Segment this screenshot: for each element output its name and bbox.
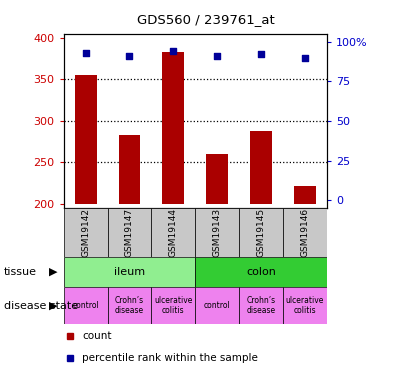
Text: control: control: [72, 301, 99, 310]
Bar: [64, 257, 195, 287]
Bar: [64, 208, 108, 257]
Bar: [108, 287, 151, 324]
Text: colon: colon: [246, 267, 276, 277]
Text: disease state: disease state: [4, 301, 78, 310]
Text: ▶: ▶: [49, 267, 58, 277]
Point: [214, 53, 220, 59]
Text: GSM19144: GSM19144: [169, 208, 178, 257]
Bar: [118, 135, 141, 204]
Text: GSM19146: GSM19146: [300, 208, 309, 257]
Point: [302, 54, 308, 60]
Text: tissue: tissue: [4, 267, 37, 277]
Bar: [283, 208, 327, 257]
Bar: [75, 75, 97, 204]
Bar: [195, 257, 327, 287]
Point: [82, 50, 89, 56]
Bar: [294, 186, 316, 204]
Bar: [195, 287, 239, 324]
Bar: [239, 287, 283, 324]
Text: count: count: [82, 331, 112, 340]
Bar: [195, 208, 239, 257]
Text: GSM19142: GSM19142: [81, 208, 90, 257]
Text: GSM19143: GSM19143: [212, 208, 222, 257]
Bar: [108, 208, 151, 257]
Point: [170, 48, 177, 54]
Bar: [151, 208, 195, 257]
Text: ▶: ▶: [49, 301, 58, 310]
Text: ulcerative
colitis: ulcerative colitis: [154, 296, 192, 315]
Text: percentile rank within the sample: percentile rank within the sample: [82, 353, 258, 363]
Text: GDS560 / 239761_at: GDS560 / 239761_at: [136, 13, 275, 26]
Bar: [206, 154, 228, 204]
Bar: [64, 287, 108, 324]
Bar: [151, 287, 195, 324]
Bar: [283, 287, 327, 324]
Text: GSM19145: GSM19145: [256, 208, 266, 257]
Text: control: control: [204, 301, 231, 310]
Bar: [162, 52, 184, 204]
Text: GSM19147: GSM19147: [125, 208, 134, 257]
Bar: [250, 131, 272, 204]
Text: Crohn’s
disease: Crohn’s disease: [247, 296, 275, 315]
Point: [126, 53, 133, 59]
Text: ileum: ileum: [114, 267, 145, 277]
Point: [258, 51, 264, 57]
Bar: [239, 208, 283, 257]
Text: Crohn’s
disease: Crohn’s disease: [115, 296, 144, 315]
Text: ulcerative
colitis: ulcerative colitis: [286, 296, 324, 315]
